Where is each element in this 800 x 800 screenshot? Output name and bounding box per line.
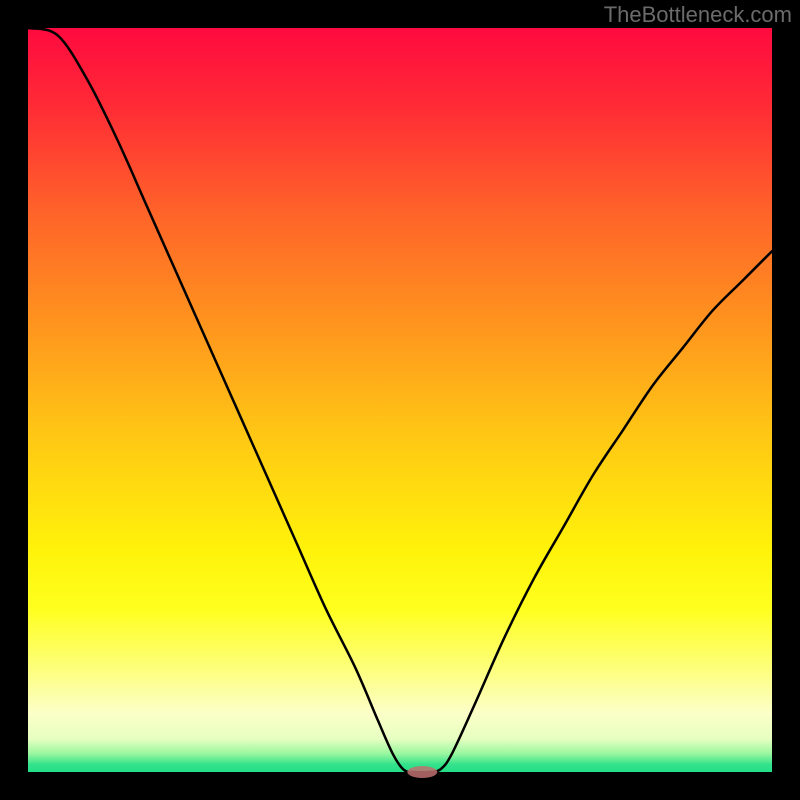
watermark-text: TheBottleneck.com (604, 2, 792, 28)
plot-area (28, 28, 772, 772)
chart-container: TheBottleneck.com (0, 0, 800, 800)
optimal-marker (407, 766, 437, 778)
bottleneck-chart (0, 0, 800, 800)
